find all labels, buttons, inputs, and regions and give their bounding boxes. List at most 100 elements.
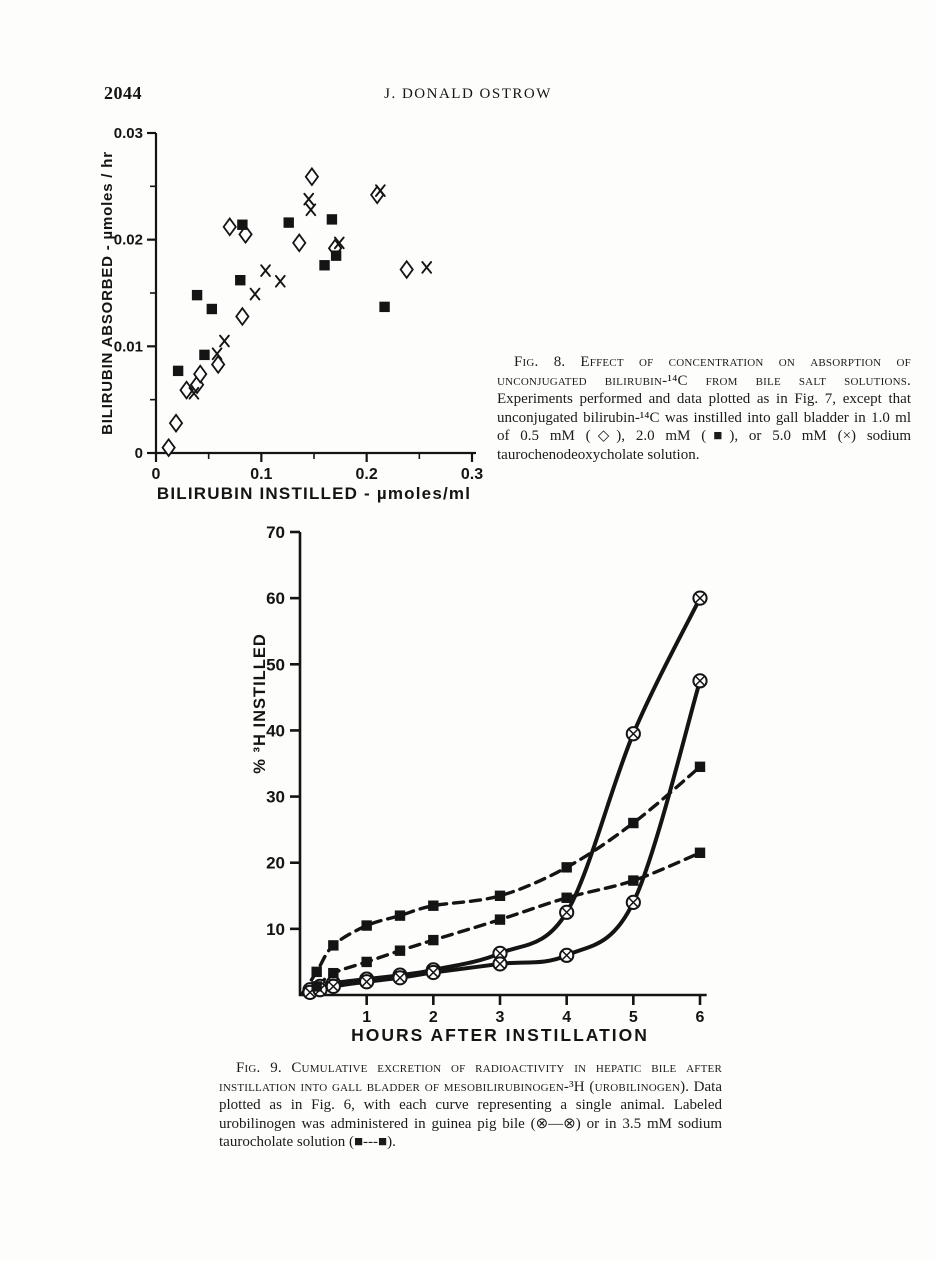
fig9-axes	[290, 530, 707, 1005]
square-marker	[326, 214, 338, 225]
circle-x-marker-cross	[361, 976, 372, 987]
fig8-ytick-label: 0.01	[114, 338, 143, 355]
circle-x-marker-cross	[561, 950, 572, 961]
axis-lines	[298, 532, 707, 997]
fig8-ytick-label: 0.02	[114, 232, 143, 249]
circle-x-marker-cross	[395, 972, 405, 983]
fig9-line-chart: 10 20 30 40 50 60 70 1 2 3 4 5 6 HOURS AFTER INSTILLA…	[248, 514, 728, 1051]
fig9-caption-title: Cumulative excretion of radioactivity in…	[219, 1060, 722, 1095]
fig9-curve-solid	[300, 596, 702, 996]
diamond-marker	[399, 259, 414, 280]
square-marker	[311, 966, 322, 978]
x-marker	[249, 287, 261, 301]
square-marker	[428, 934, 439, 946]
x-marker	[303, 192, 315, 206]
circle-x-marker-cross	[695, 675, 705, 686]
fig9-ytick-label: 30	[266, 788, 285, 807]
square-marker	[361, 920, 372, 931]
square-marker	[328, 940, 339, 951]
fig9-xtick-label: 2	[429, 1009, 438, 1026]
diamond-marker	[193, 364, 208, 384]
fig9-markers-otimes	[302, 590, 708, 998]
square-marker	[283, 217, 294, 228]
diamond-marker	[235, 306, 250, 327]
square-marker	[694, 761, 706, 773]
x-marker	[219, 334, 230, 348]
fig8-series-square	[172, 214, 390, 377]
x-marker	[421, 261, 433, 274]
fig9-ytick-label: 50	[266, 655, 285, 674]
fig9-caption-label: Fig. 9.	[236, 1060, 282, 1076]
circle-x-marker-cross	[628, 728, 639, 739]
fig9-ytick-label: 70	[266, 523, 285, 542]
fig9-caption-body: Data plotted as in Fig. 6, with each cur…	[219, 1078, 722, 1151]
fig8-caption-body: Experiments performed and data plotted a…	[497, 391, 911, 463]
fig9-markers-otimes	[302, 673, 708, 1000]
square-marker	[319, 260, 330, 271]
x-marker	[211, 347, 223, 361]
x-marker	[375, 184, 386, 197]
fig8-xtick-label: 0.3	[461, 466, 483, 483]
fig8-caption-label: Fig. 8.	[514, 354, 566, 370]
x-marker	[305, 203, 317, 217]
fig9-svg: 10 20 30 40 50 60 70 1 2 3 4 5 6 HOURS AFTER INSTILLA…	[251, 523, 708, 1045]
x-marker	[188, 386, 200, 400]
fig8-y-axis-label: BILIRUBIN ABSORBED - µmoles / hr	[99, 151, 116, 435]
fig9-markers-square	[311, 847, 706, 992]
diamond-marker	[222, 217, 237, 237]
fig9-xtick-label: 1	[362, 1009, 371, 1026]
fig9-xtick-label: 4	[562, 1009, 571, 1026]
square-marker	[237, 219, 248, 230]
square-marker	[394, 945, 406, 956]
square-marker	[328, 967, 339, 979]
fig9-xtick-label: 6	[696, 1009, 705, 1026]
square-marker	[694, 847, 706, 858]
circle-x-marker-cross	[495, 948, 505, 959]
fig8-caption-title: Effect of concentration on absorption of…	[497, 354, 911, 389]
square-marker	[311, 981, 322, 992]
square-marker	[206, 303, 218, 315]
square-marker	[199, 349, 210, 361]
circle-x-marker-cross	[561, 907, 572, 918]
diamond-marker	[210, 354, 226, 375]
fig8-axes	[147, 131, 476, 462]
diamond-marker	[179, 380, 194, 400]
fig9-ytick-label: 40	[266, 721, 285, 740]
diamond-marker	[161, 437, 176, 458]
fig9-ytick-label: 20	[266, 854, 285, 873]
fig9-curve-dashed	[300, 851, 702, 996]
fig9-xtick-label: 3	[496, 1009, 505, 1026]
fig9-markers-square	[311, 761, 706, 978]
fig9-caption: Fig. 9. Cumulative excretion of radioact…	[219, 1059, 722, 1152]
square-marker	[172, 365, 184, 377]
page-number: 2044	[104, 83, 142, 103]
fig8-xtick-label: 0.1	[250, 466, 272, 483]
x-marker	[333, 236, 345, 250]
fig8-xtick-label: 0	[152, 466, 161, 483]
fig9-y-axis-label: % ³H INSTILLED	[251, 633, 269, 774]
fig8-ytick-label: 0	[135, 445, 143, 462]
square-marker	[191, 289, 203, 301]
fig8-x-axis-label: BILIRUBIN INSTILLED - µmoles/ml	[157, 484, 471, 503]
axis-lines	[154, 133, 476, 455]
square-marker	[361, 956, 372, 968]
circle-x-marker-cross	[428, 967, 439, 978]
circle-x-marker-cross	[495, 959, 505, 969]
fig9-curve-dashed	[300, 765, 702, 996]
square-marker	[561, 892, 572, 903]
square-marker	[428, 900, 439, 911]
fig9-xtick-label: 5	[629, 1009, 638, 1026]
square-marker	[628, 817, 639, 829]
square-marker	[561, 862, 572, 873]
square-marker	[494, 890, 506, 901]
fig9-x-axis-label: HOURS AFTER INSTILLATION	[351, 1025, 649, 1045]
diamond-marker	[304, 166, 320, 187]
square-marker	[494, 914, 506, 925]
fig8-ytick-label: 0.03	[114, 125, 143, 142]
diamond-marker	[292, 233, 307, 253]
square-marker	[628, 875, 639, 886]
square-marker	[379, 301, 390, 313]
circle-x-marker-cross	[695, 593, 705, 603]
